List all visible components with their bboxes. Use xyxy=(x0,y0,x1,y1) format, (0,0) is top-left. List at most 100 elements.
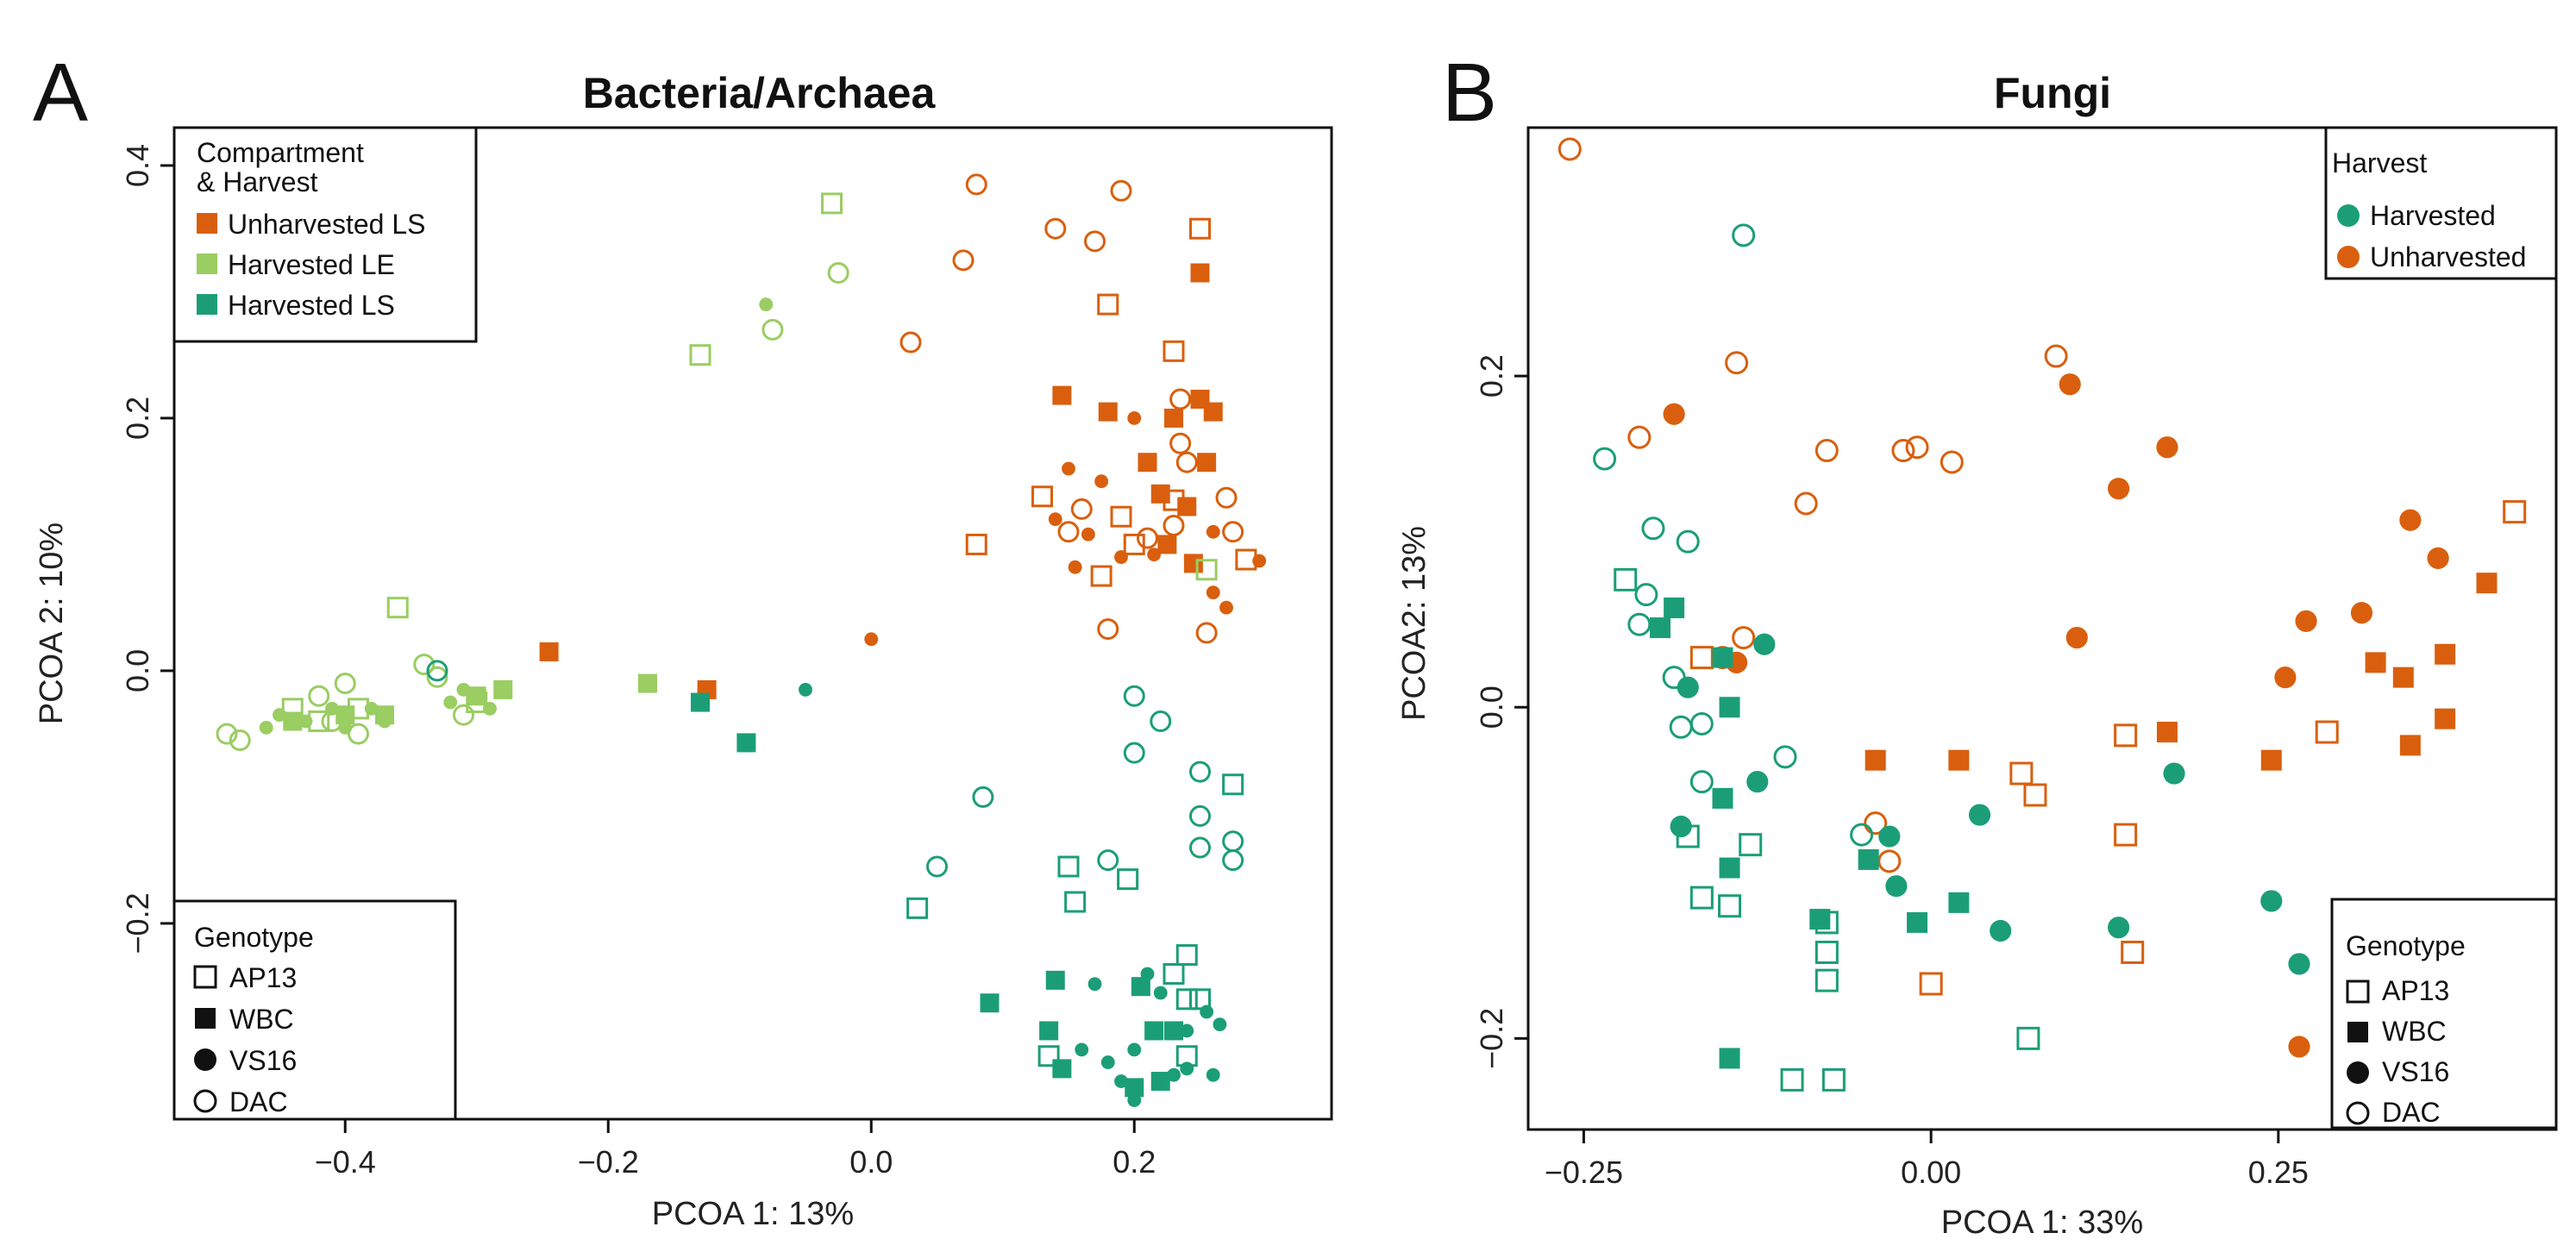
point-unharvested-ls-vs16 xyxy=(1206,585,1220,600)
panel-b-letter: B xyxy=(1442,47,1497,139)
point-unharvested-ls-dac xyxy=(1097,618,1119,641)
point-unharvested-vs16 xyxy=(2107,478,2130,500)
point-unharvested-dac xyxy=(1725,351,1749,375)
point-harvested-ls-dac xyxy=(1123,742,1145,764)
point-harvested-ls-ap13 xyxy=(1057,855,1080,878)
point-unharvested-ap13 xyxy=(2023,783,2047,807)
point-harvested-ls-vs16 xyxy=(1114,1074,1128,1088)
point-unharvested-ls-vs16 xyxy=(1114,550,1128,565)
point-unharvested-ls-vs16 xyxy=(1068,560,1082,574)
panel-a-shape-legend-box xyxy=(172,899,457,1121)
panel-a-plot-frame xyxy=(172,126,1333,1121)
point-unharvested-ls-vs16 xyxy=(1048,512,1062,527)
point-harvested-ls-dac xyxy=(1097,849,1119,872)
point-harvested-vs16 xyxy=(1746,771,1769,793)
point-harvested-le-dac xyxy=(827,261,849,284)
point-unharvested-ls-vs16 xyxy=(1147,548,1162,562)
point-harvested-dac xyxy=(1732,223,1756,247)
filled-square-icon xyxy=(2347,1022,2368,1042)
panel-a-color-legend: Compartment & Harvest Unharvested LS Har… xyxy=(172,126,478,343)
point-harvested-le-vs16 xyxy=(443,695,458,710)
point-harvested-ls-vs16 xyxy=(1127,1093,1142,1107)
panel-a-letter: A xyxy=(33,47,88,139)
panel-a-axes: −0.4 −0.2 0.0 0.2 −0.2 0.0 0.2 0.4 xyxy=(120,144,1156,1180)
point-unharvested-ls-dac xyxy=(1163,514,1185,536)
point-harvested-dac xyxy=(1634,583,1658,607)
point-harvested-wbc xyxy=(1907,911,1928,933)
point-harvested-ls-wbc xyxy=(1144,1021,1164,1041)
point-unharvested-ap13 xyxy=(2315,720,2339,744)
point-harvested-ls-dac xyxy=(1123,685,1145,707)
point-unharvested-dac xyxy=(1940,450,1964,474)
open-circle-icon xyxy=(2346,1101,2370,1125)
point-unharvested-ls-dac xyxy=(1110,179,1132,202)
point-unharvested-ls-ap13 xyxy=(1097,293,1119,316)
point-unharvested-wbc xyxy=(1865,749,1886,771)
point-harvested-vs16 xyxy=(1968,804,1991,826)
point-harvested-le-wbc xyxy=(493,679,513,699)
point-unharvested-wbc xyxy=(2260,749,2282,771)
point-harvested-le-vs16 xyxy=(259,720,273,735)
point-harvested-ap13 xyxy=(1780,1067,1804,1092)
point-harvested-ap13 xyxy=(1689,886,1714,910)
point-unharvested-vs16 xyxy=(2288,1036,2310,1058)
point-harvested-ls-vs16 xyxy=(1075,1042,1089,1057)
panel-a-legend-swatch-harvested-le xyxy=(197,253,217,274)
point-unharvested-vs16 xyxy=(2399,509,2422,531)
point-harvested-le-dac xyxy=(453,704,474,726)
point-harvested-vs16 xyxy=(1885,875,1908,898)
point-unharvested-ls-wbc xyxy=(1052,385,1072,405)
panel-b-shape-legend: Genotype AP13 WBC VS16 DAC xyxy=(2330,898,2558,1130)
point-harvested-ls-dac xyxy=(972,785,994,808)
point-harvested-dac xyxy=(1689,770,1714,794)
point-harvested-ls-wbc xyxy=(1150,1072,1170,1092)
point-unharvested-ls-dac xyxy=(952,249,975,272)
point-harvested-ls-vs16 xyxy=(1100,1055,1115,1069)
point-harvested-le-wbc xyxy=(638,673,657,693)
x-tick-label: 0.2 xyxy=(1113,1144,1156,1180)
point-unharvested-ls-dac xyxy=(1057,521,1080,543)
point-unharvested-ap13 xyxy=(2114,823,2138,847)
point-harvested-le-vs16 xyxy=(273,708,286,723)
panel-a-shape-legend: Genotype AP13 WBC VS16 DAC xyxy=(172,899,457,1121)
point-unharvested-ls-vs16 xyxy=(1252,554,1267,568)
point-unharvested-ls-vs16 xyxy=(864,632,879,647)
open-circle-icon xyxy=(193,1089,217,1113)
point-harvested-le-dac xyxy=(216,723,238,745)
point-harvested-ls-wbc xyxy=(1045,970,1065,990)
point-unharvested-wbc xyxy=(2156,722,2178,743)
point-unharvested-ls-dac xyxy=(1215,486,1238,509)
point-harvested-ls-dac xyxy=(926,855,948,878)
panel-a-shape-label-ap13: AP13 xyxy=(229,962,297,993)
point-unharvested-ls-vs16 xyxy=(1219,600,1233,615)
panel-b-shape-legend-title: Genotype xyxy=(2346,930,2466,961)
x-tick-label: −0.4 xyxy=(315,1144,376,1180)
point-harvested-ls-vs16 xyxy=(1206,1067,1220,1082)
point-harvested-ls-wbc xyxy=(1039,1021,1059,1041)
point-unharvested-ls-wbc xyxy=(1157,535,1177,554)
point-unharvested-vs16 xyxy=(2274,667,2297,689)
point-unharvested-wbc xyxy=(2392,667,2414,688)
point-harvested-wbc xyxy=(1712,647,1733,668)
panel-b-color-legend-box xyxy=(2324,126,2558,280)
point-harvested-ap13 xyxy=(2016,1026,2040,1050)
panel-b-x-label: PCOA 1: 33% xyxy=(1941,1205,2143,1241)
point-harvested-ls-vs16 xyxy=(1140,967,1155,981)
point-harvested-ap13 xyxy=(1814,940,1839,964)
panel-b: B Fungi −0.25 0.00 0.25 −0.2 0.0 0.2 PCOA 1: … xyxy=(1396,47,2558,1241)
panel-b-shape-label-vs16: VS16 xyxy=(2382,1056,2449,1087)
point-unharvested-vs16 xyxy=(2295,610,2317,632)
panel-a-points xyxy=(216,173,1267,1107)
panel-a-title: Bacteria/Archaea xyxy=(583,69,937,117)
x-tick-label: −0.2 xyxy=(578,1144,639,1180)
point-harvested-ls-dac xyxy=(1189,760,1211,783)
point-harvested-ls-dac xyxy=(1189,836,1211,859)
point-harvested-vs16 xyxy=(2107,917,2130,939)
point-harvested-dac xyxy=(1593,447,1617,471)
point-harvested-dac xyxy=(1627,612,1652,636)
panel-b-shape-label-dac: DAC xyxy=(2382,1097,2441,1128)
point-harvested-vs16 xyxy=(2260,890,2283,912)
point-harvested-vs16 xyxy=(1670,815,1692,838)
point-harvested-vs16 xyxy=(1677,676,1699,698)
point-unharvested-ls-wbc xyxy=(1164,408,1183,428)
